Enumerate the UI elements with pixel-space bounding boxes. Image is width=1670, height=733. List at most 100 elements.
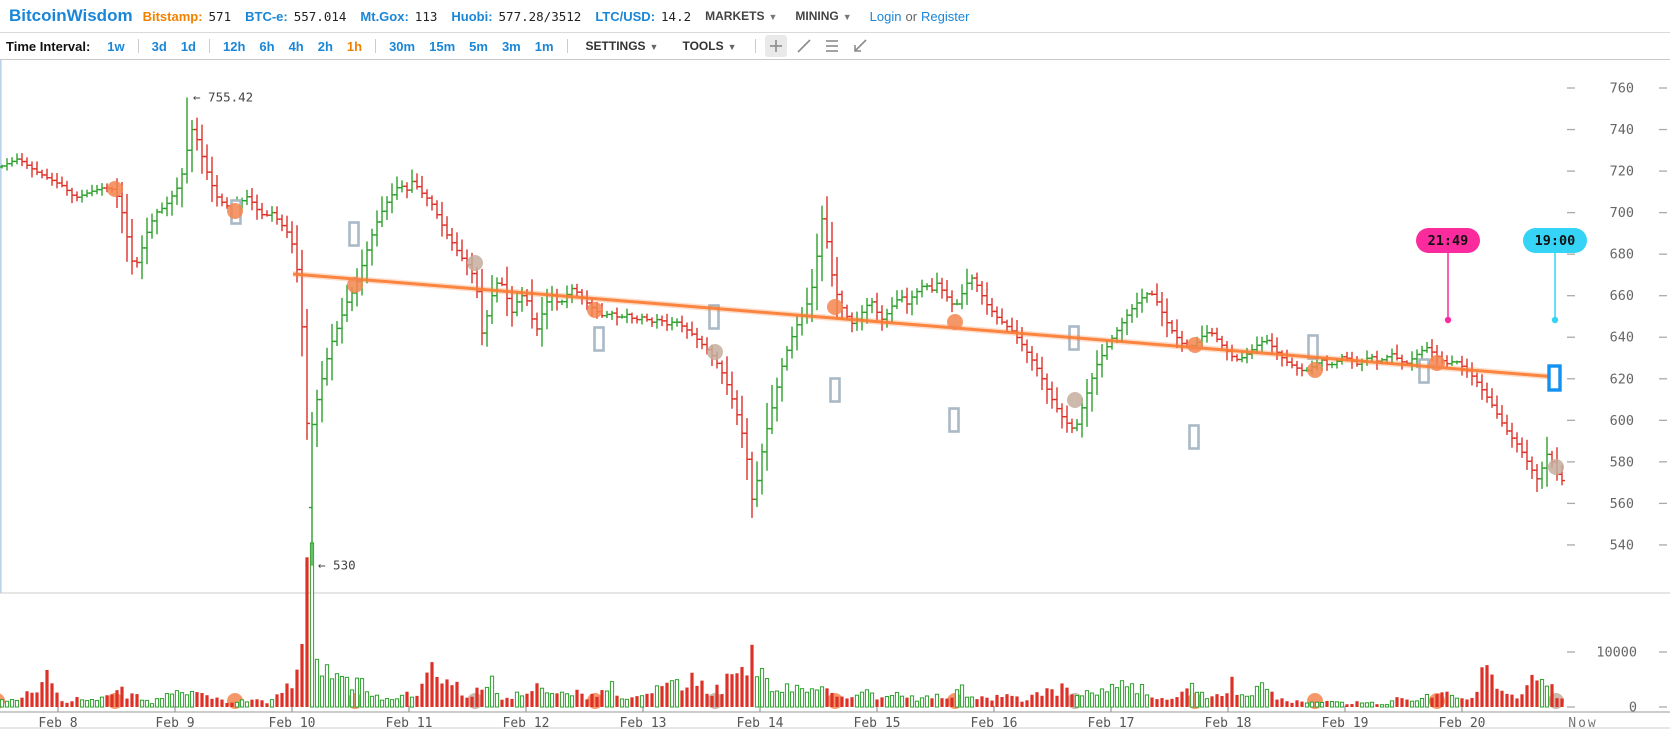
ticker-label: Bitstamp:: [142, 8, 203, 24]
candles-layer[interactable]: [0, 97, 1565, 566]
price-tick-label: 580: [1610, 454, 1634, 470]
auth-or-text: or: [905, 8, 918, 24]
pattern-markers[interactable]: [230, 199, 1430, 450]
price-tick-label: 680: [1610, 247, 1634, 263]
toolbar-separator: [754, 39, 756, 53]
price-annotations: ← 755.42 ← 530: [193, 90, 356, 573]
date-label: Feb 18: [1205, 716, 1252, 731]
time-interval-label: Time Interval:: [6, 38, 91, 54]
horizontal-lines-icon[interactable]: [821, 35, 843, 57]
chevron-down-icon: ▼: [649, 42, 659, 52]
date-label: Feb 19: [1322, 716, 1369, 731]
trendline-icon[interactable]: [793, 35, 815, 57]
date-axis: Feb 8 Feb 9 Feb 10 Feb 11 Feb 12 Feb 13 Feb 14…: [38, 706, 1597, 731]
chevron-down-icon: ▼: [842, 12, 852, 22]
pattern-marker-rect[interactable]: [948, 407, 960, 433]
interval-4h[interactable]: 4h: [288, 38, 304, 54]
ticker-bar: Bitstamp: 571 BTC-e: 557.014 Mt.Gox: 113 Huobi…: [143, 9, 706, 24]
interval-1m[interactable]: 1m: [534, 38, 554, 54]
bubble-time-text: 19:00: [1535, 233, 1576, 249]
pattern-marker-rect[interactable]: [829, 377, 841, 403]
ticker-label: Huobi:: [451, 8, 493, 24]
ticker-value: 557.014: [293, 8, 347, 24]
chart-frame: [0, 60, 1670, 729]
day-marker-dot: [707, 344, 723, 360]
ticker-value: 571: [208, 8, 232, 24]
angle-tool-icon[interactable]: [849, 35, 871, 57]
date-label: Feb 14: [737, 716, 784, 731]
ticker-huobi[interactable]: Huobi: 577.28/3512: [451, 9, 581, 24]
date-label: Feb 17: [1088, 716, 1135, 731]
pattern-marker-rect[interactable]: [708, 304, 720, 330]
volume-bars-layer[interactable]: [0, 542, 1564, 708]
app-logo[interactable]: BitcoinWisdom: [9, 6, 133, 25]
ticker-label: Mt.Gox:: [360, 8, 409, 24]
crosshair-plus-icon[interactable]: [764, 35, 787, 57]
day-marker-dot: [227, 203, 243, 219]
interval-5m[interactable]: 5m: [469, 38, 488, 54]
interval-1w[interactable]: 1w: [107, 38, 125, 54]
interval-15m[interactable]: 15m: [429, 38, 456, 54]
date-label: Feb 12: [503, 716, 550, 731]
day-dots: [107, 181, 1564, 475]
drawing-tools: [762, 35, 874, 57]
pattern-marker-rect[interactable]: [348, 221, 360, 247]
countdown-bubble[interactable]: 19:00: [1523, 228, 1587, 324]
interval-group-separator: [375, 39, 377, 53]
day-marker-dot: [1187, 337, 1203, 353]
day-marker-dot: [347, 277, 363, 293]
ticker-btce[interactable]: BTC-e: 557.014: [245, 9, 346, 24]
bubble-pill[interactable]: [1523, 228, 1587, 253]
top-menus: MARKETS ▼ MINING ▼: [705, 9, 870, 23]
volume-tick-label: 10000: [1596, 645, 1637, 661]
menu-mining[interactable]: MINING ▼: [795, 9, 852, 23]
menu-markets[interactable]: MARKETS ▼: [705, 9, 778, 23]
price-tick-label: 640: [1610, 330, 1634, 346]
day-marker-dot: [1548, 459, 1564, 475]
price-tick-label: 760: [1610, 81, 1634, 97]
interval-6h[interactable]: 6h: [259, 38, 275, 54]
extreme-price-annotation: ← 530: [318, 558, 356, 573]
trendline[interactable]: [292, 271, 1557, 380]
ticker-value: 14.2: [661, 8, 692, 24]
ticker-label: LTC/USD:: [595, 8, 656, 24]
interval-group-separator: [208, 39, 210, 53]
tools-dropdown[interactable]: TOOLS ▼: [682, 39, 737, 53]
ticker-mtgox[interactable]: Mt.Gox: 113: [360, 9, 437, 24]
interval-links: 1w 3d 1d 12h 6h 4h 2h 1h 30m 15m 5m 3m 1m: [100, 39, 560, 54]
ticker-label: BTC-e:: [245, 8, 288, 24]
trendline-handle[interactable]: [1547, 364, 1562, 392]
day-marker-dot: [107, 181, 123, 197]
now-label: Now: [1568, 716, 1597, 731]
interval-3m[interactable]: 3m: [501, 38, 521, 54]
pattern-marker-rect[interactable]: [1188, 424, 1200, 450]
pattern-marker-rect[interactable]: [593, 326, 605, 352]
pattern-marker-rect[interactable]: [1418, 358, 1430, 384]
auth-links: Login or Register: [870, 9, 970, 24]
bubble-time-text: 21:49: [1428, 233, 1469, 249]
login-link[interactable]: Login: [869, 8, 902, 24]
interval-1h[interactable]: 1h: [346, 38, 363, 54]
price-tick-label: 660: [1610, 288, 1634, 304]
interval-1d[interactable]: 1d: [180, 38, 196, 54]
bubble-pill[interactable]: [1416, 228, 1480, 253]
ticker-ltcusd[interactable]: LTC/USD: 14.2: [595, 9, 691, 24]
interval-3d[interactable]: 3d: [151, 38, 167, 54]
day-marker-dot: [1067, 392, 1083, 408]
countdown-bubble[interactable]: 21:49: [1416, 228, 1480, 324]
interval-30m[interactable]: 30m: [389, 38, 416, 54]
ticker-bitstamp[interactable]: Bitstamp: 571: [143, 9, 232, 24]
volume-axis: 10000 0: [1567, 645, 1667, 716]
chevron-down-icon: ▼: [768, 12, 778, 22]
price-axis: 760 740 720 700 680 660 640 620 600 580 560 540: [1567, 81, 1667, 553]
date-label: Feb 9: [155, 716, 194, 731]
register-link[interactable]: Register: [921, 8, 970, 24]
interval-2h[interactable]: 2h: [317, 38, 333, 54]
interval-12h[interactable]: 12h: [222, 38, 246, 54]
price-tick-label: 600: [1610, 413, 1634, 429]
settings-dropdown[interactable]: SETTINGS ▼: [585, 39, 659, 53]
extreme-price-annotation: ← 755.42: [193, 90, 253, 105]
ticker-value: 113: [414, 8, 438, 24]
day-marker-dot: [827, 299, 843, 315]
